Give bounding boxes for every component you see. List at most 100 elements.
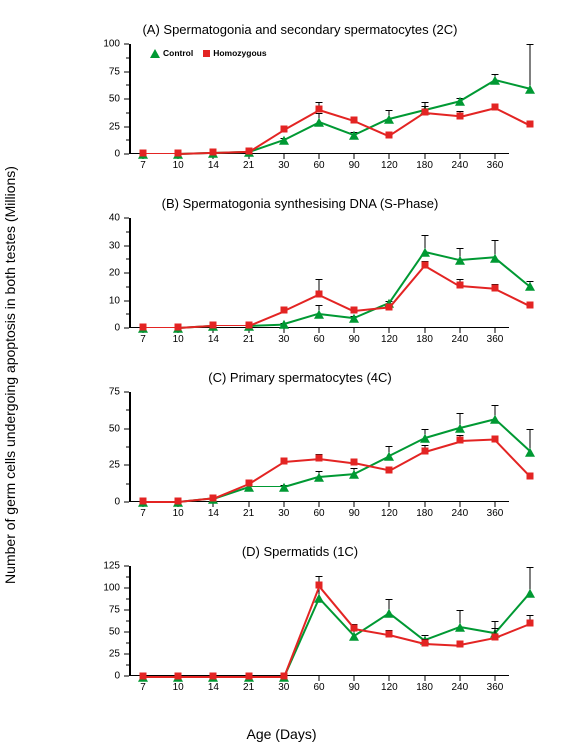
x-tick-label: 240 (451, 682, 468, 693)
x-axis-label: Age (Days) (0, 726, 563, 742)
data-marker (492, 285, 499, 292)
x-tick-label: 180 (416, 682, 433, 693)
data-marker (314, 118, 324, 127)
data-marker (245, 479, 252, 486)
triangle-icon (150, 49, 160, 58)
legend: Control Homozygous (147, 47, 270, 59)
data-marker (210, 494, 217, 501)
x-tick-label: 180 (416, 508, 433, 519)
y-tick-label: 30 (109, 240, 120, 251)
data-marker (279, 320, 289, 329)
data-marker (280, 125, 287, 132)
x-tick-label: 14 (208, 682, 219, 693)
data-marker (140, 498, 147, 505)
x-tick-label: 90 (349, 160, 360, 171)
y-tick-label: 10 (109, 295, 120, 306)
data-marker (245, 321, 252, 328)
data-marker (280, 673, 287, 680)
y-tick-label: 50 (109, 94, 120, 105)
y-tick-label: 40 (109, 213, 120, 224)
x-tick-label: 7 (140, 682, 146, 693)
x-tick-label: 180 (416, 160, 433, 171)
data-marker (492, 103, 499, 110)
y-tick-label: 75 (109, 66, 120, 77)
y-tick-label: 50 (109, 423, 120, 434)
data-marker (490, 415, 500, 424)
data-marker (316, 290, 323, 297)
x-tick-label: 240 (451, 160, 468, 171)
y-tick-label: 20 (109, 268, 120, 279)
data-marker (210, 148, 217, 155)
data-marker (316, 455, 323, 462)
data-marker (316, 582, 323, 589)
data-marker (175, 323, 182, 330)
data-marker (421, 261, 428, 268)
data-marker (527, 620, 534, 627)
panel-B: (B) Spermatogonia synthesising DNA (S-Ph… (85, 196, 515, 346)
data-marker (384, 452, 394, 461)
data-marker (314, 472, 324, 481)
x-tick-label: 14 (208, 334, 219, 345)
data-marker (349, 131, 359, 140)
plot-area: 02550751007101421306090120180240360Contr… (129, 44, 509, 154)
data-marker (349, 631, 359, 640)
x-tick-label: 14 (208, 160, 219, 171)
legend-label: Homozygous (213, 48, 266, 58)
x-tick-label: 30 (278, 334, 289, 345)
data-marker (351, 624, 358, 631)
data-marker (492, 634, 499, 641)
data-marker (421, 447, 428, 454)
x-tick-label: 120 (381, 682, 398, 693)
data-marker (527, 302, 534, 309)
y-tick-label: 25 (109, 460, 120, 471)
x-tick-label: 21 (243, 508, 254, 519)
y-tick-label: 0 (114, 149, 120, 160)
x-tick-label: 240 (451, 508, 468, 519)
data-marker (384, 114, 394, 123)
data-marker (421, 109, 428, 116)
y-tick-label: 0 (114, 671, 120, 682)
x-tick-label: 240 (451, 334, 468, 345)
x-tick-label: 7 (140, 160, 146, 171)
plot-area: 02550757101421306090120180240360 (129, 392, 509, 502)
data-marker (279, 135, 289, 144)
y-tick-label: 25 (109, 649, 120, 660)
x-tick-label: 10 (173, 334, 184, 345)
data-marker (456, 641, 463, 648)
data-marker (314, 310, 324, 319)
legend-item: Homozygous (203, 48, 266, 58)
data-marker (420, 248, 430, 257)
x-tick-label: 180 (416, 334, 433, 345)
data-marker (490, 76, 500, 85)
data-marker (525, 85, 535, 94)
x-tick-label: 360 (487, 682, 504, 693)
data-marker (175, 149, 182, 156)
x-tick-label: 60 (313, 682, 324, 693)
panel-title: (B) Spermatogonia synthesising DNA (S-Ph… (85, 196, 515, 211)
x-tick-label: 21 (243, 682, 254, 693)
data-marker (140, 673, 147, 680)
x-tick-label: 21 (243, 160, 254, 171)
x-tick-label: 90 (349, 508, 360, 519)
plot-area: 02550751001257101421306090120180240360 (129, 566, 509, 676)
data-marker (421, 639, 428, 646)
data-marker (349, 314, 359, 323)
x-tick-label: 60 (313, 160, 324, 171)
legend-item: Control (150, 48, 193, 58)
panel-C: (C) Primary spermatocytes (4C)0255075710… (85, 370, 515, 520)
panel-A: (A) Spermatogonia and secondary spermato… (85, 22, 515, 172)
x-tick-label: 10 (173, 160, 184, 171)
data-marker (351, 307, 358, 314)
data-marker (349, 469, 359, 478)
data-marker (492, 435, 499, 442)
y-tick-label: 25 (109, 121, 120, 132)
data-marker (175, 673, 182, 680)
x-tick-label: 120 (381, 508, 398, 519)
data-marker (456, 437, 463, 444)
data-marker (420, 434, 430, 443)
x-tick-label: 90 (349, 682, 360, 693)
x-tick-label: 360 (487, 160, 504, 171)
x-tick-label: 30 (278, 160, 289, 171)
data-marker (455, 97, 465, 106)
panel-title: (D) Spermatids (1C) (85, 544, 515, 559)
